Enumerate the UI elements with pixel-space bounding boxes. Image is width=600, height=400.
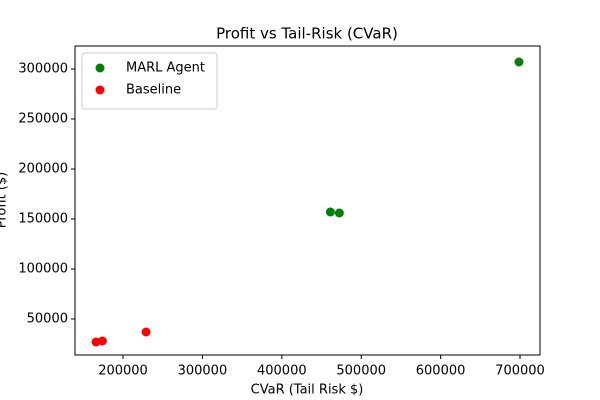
legend-label: MARL Agent — [126, 61, 205, 76]
x-tick-label: 500000 — [336, 364, 386, 379]
point — [97, 336, 107, 346]
point — [325, 207, 335, 217]
y-tick-label: 100000 — [18, 262, 68, 277]
y-tick-label: 300000 — [18, 62, 68, 77]
y-tick-label: 50000 — [27, 312, 68, 327]
x-tick-label: 400000 — [257, 364, 307, 379]
point — [141, 327, 151, 337]
plot-frame — [74, 45, 541, 356]
legend-label: Baseline — [126, 83, 181, 98]
legend-marker — [95, 85, 105, 95]
y-tick-label: 200000 — [18, 162, 68, 177]
point — [334, 208, 344, 218]
x-tick-label: 600000 — [416, 364, 466, 379]
x-tick-label: 200000 — [98, 364, 148, 379]
y-tick-label: 250000 — [18, 112, 68, 127]
point — [514, 57, 524, 67]
legend-box — [81, 52, 218, 110]
y-tick-label: 150000 — [18, 212, 68, 227]
chart-title: Profit vs Tail-Risk (CVaR) — [216, 25, 398, 43]
x-axis-label: CVaR (Tail Risk $) — [251, 383, 364, 398]
x-tick-label: 300000 — [178, 364, 228, 379]
x-tick-label: 700000 — [495, 364, 545, 379]
y-axis-label: Profit ($) — [0, 172, 10, 228]
legend-marker — [95, 63, 105, 73]
